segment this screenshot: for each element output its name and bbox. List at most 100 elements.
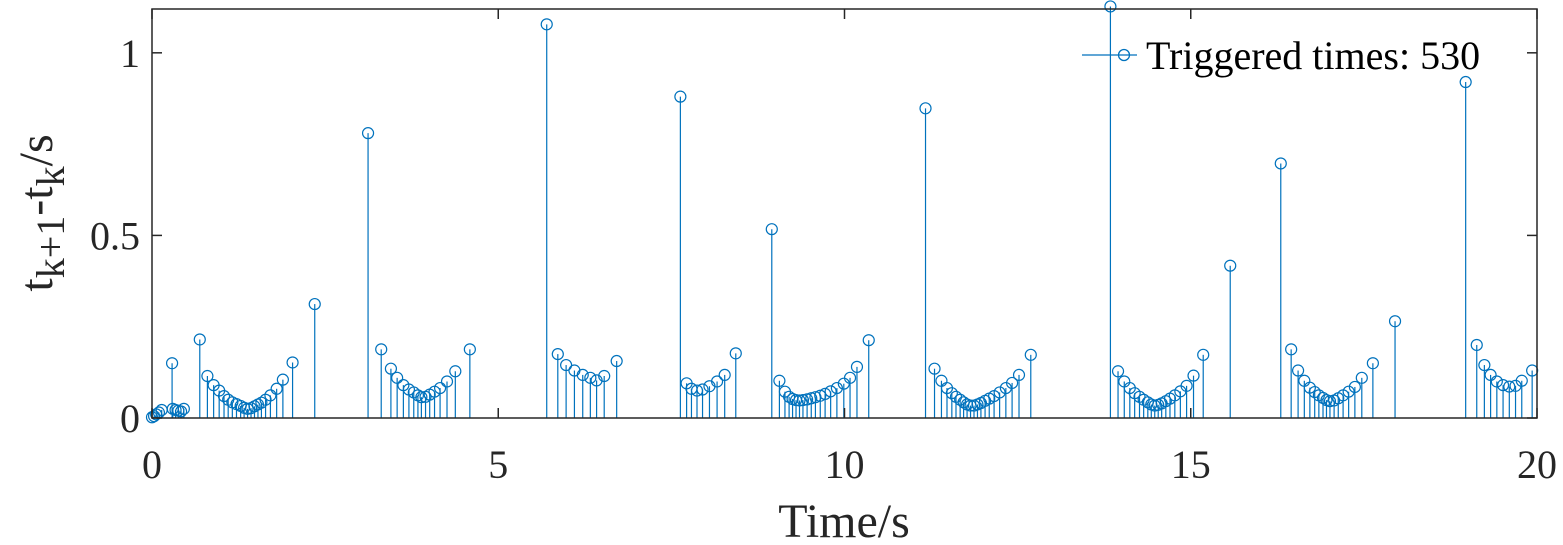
stem-marker [551,347,564,361]
stem-marker [1470,338,1483,352]
markers-group [145,0,1539,424]
stem-marker [824,385,837,398]
stem-marker [1316,391,1330,405]
stem-marker [819,387,832,400]
stem-marker [1366,357,1379,370]
stem-marker [993,386,1006,399]
stem-marker [1104,0,1117,13]
stem-marker [590,374,603,387]
stem-marker [710,375,724,388]
legend-label: Triggered times: 530 [1146,33,1480,78]
x-tick-label: 10 [825,442,865,487]
stem-marker [1224,259,1237,272]
stem-marker [782,390,796,403]
stem-marker [1291,364,1305,377]
stem-marker [729,347,742,360]
stem-marker [690,384,704,397]
stem-marker [919,102,932,115]
stem-marker [1459,75,1472,89]
stem-marker [1187,369,1200,382]
stem-marker [308,297,321,311]
y-tick-label: 1 [120,31,140,76]
stem-marker [610,354,623,368]
stem-marker [384,362,398,375]
stem-marker [391,371,404,384]
stem-marker [560,358,573,372]
stem-marker [1012,368,1026,382]
stem-marker [440,375,454,388]
stem-marker [576,368,589,382]
stem-marker [1024,348,1037,361]
stem-marker [177,402,190,415]
stem-marker [598,369,611,383]
stem-marker [1515,374,1528,387]
stem-marker [449,365,462,378]
x-axis-label: Time/s [778,495,910,545]
stem-marker [1274,157,1287,170]
stem-marker [718,368,731,382]
stem-marker [1111,365,1125,378]
y-label-sub2: k [28,166,73,186]
stem-marker [928,362,941,375]
stem-marker [773,374,786,387]
stem-marker [1342,385,1355,398]
x-ticks: 0 5 10 15 20 [142,9,1557,487]
stem-marker [674,90,687,103]
y-label-base: t [10,278,63,292]
stem-marker [217,389,231,403]
stem-marker [463,343,476,356]
stem-marker [276,373,289,386]
y-tick-label: 0.5 [90,213,140,258]
stem-marker [201,369,214,383]
stem-marker [415,391,428,404]
stem-marker [1388,315,1402,328]
y-axis-label: tk+1-tk/s [10,134,73,291]
stem-marker [1285,343,1298,356]
y-label-sub1: k+1 [28,216,73,279]
stem-marker [193,333,206,346]
stem-marker [696,383,709,396]
stem-marker [174,405,188,418]
stem-marker [264,389,277,402]
stem-marker [862,334,875,347]
stem-marker [1133,390,1146,403]
stem-marker [584,371,597,384]
stem-marker [945,387,958,400]
y-ticks: 00.51 [90,31,1537,441]
stem-marker [850,360,864,373]
stem-marker [830,381,843,395]
x-tick-label: 0 [142,442,162,487]
stem-marker [793,394,806,407]
x-tick-label: 20 [1517,442,1557,487]
stem-marker [433,381,447,395]
stem-marker [843,371,857,384]
legend-marker [1117,48,1131,62]
x-tick-label: 15 [1171,442,1211,487]
stem-marker [1484,368,1497,382]
stem-marker [270,382,283,395]
y-label-mid: -t [10,186,63,216]
legend: Triggered times: 530 [1082,33,1480,78]
stem-marker [1180,379,1193,392]
stem-marker [375,343,388,356]
stem-marker [796,394,810,407]
stem-marker [540,18,553,31]
x-tick-label: 5 [488,442,508,487]
stem-marker [765,223,778,236]
stem-marker [1005,376,1019,390]
stem-marker [1490,375,1503,388]
stem-marker [1308,385,1321,399]
plot-area [152,9,1537,418]
y-tick-label: 0 [120,396,140,441]
stem-marker [286,356,299,369]
stem-marker [255,396,268,409]
stem-marker [165,357,179,370]
stem-marker [1355,371,1368,384]
stem-marker [1503,380,1516,393]
stem-marker [1323,395,1337,408]
stem-marker [1478,358,1491,372]
stem-marker [1348,380,1361,394]
stem-marker [1496,379,1510,392]
y-label-suffix: /s [10,134,63,166]
